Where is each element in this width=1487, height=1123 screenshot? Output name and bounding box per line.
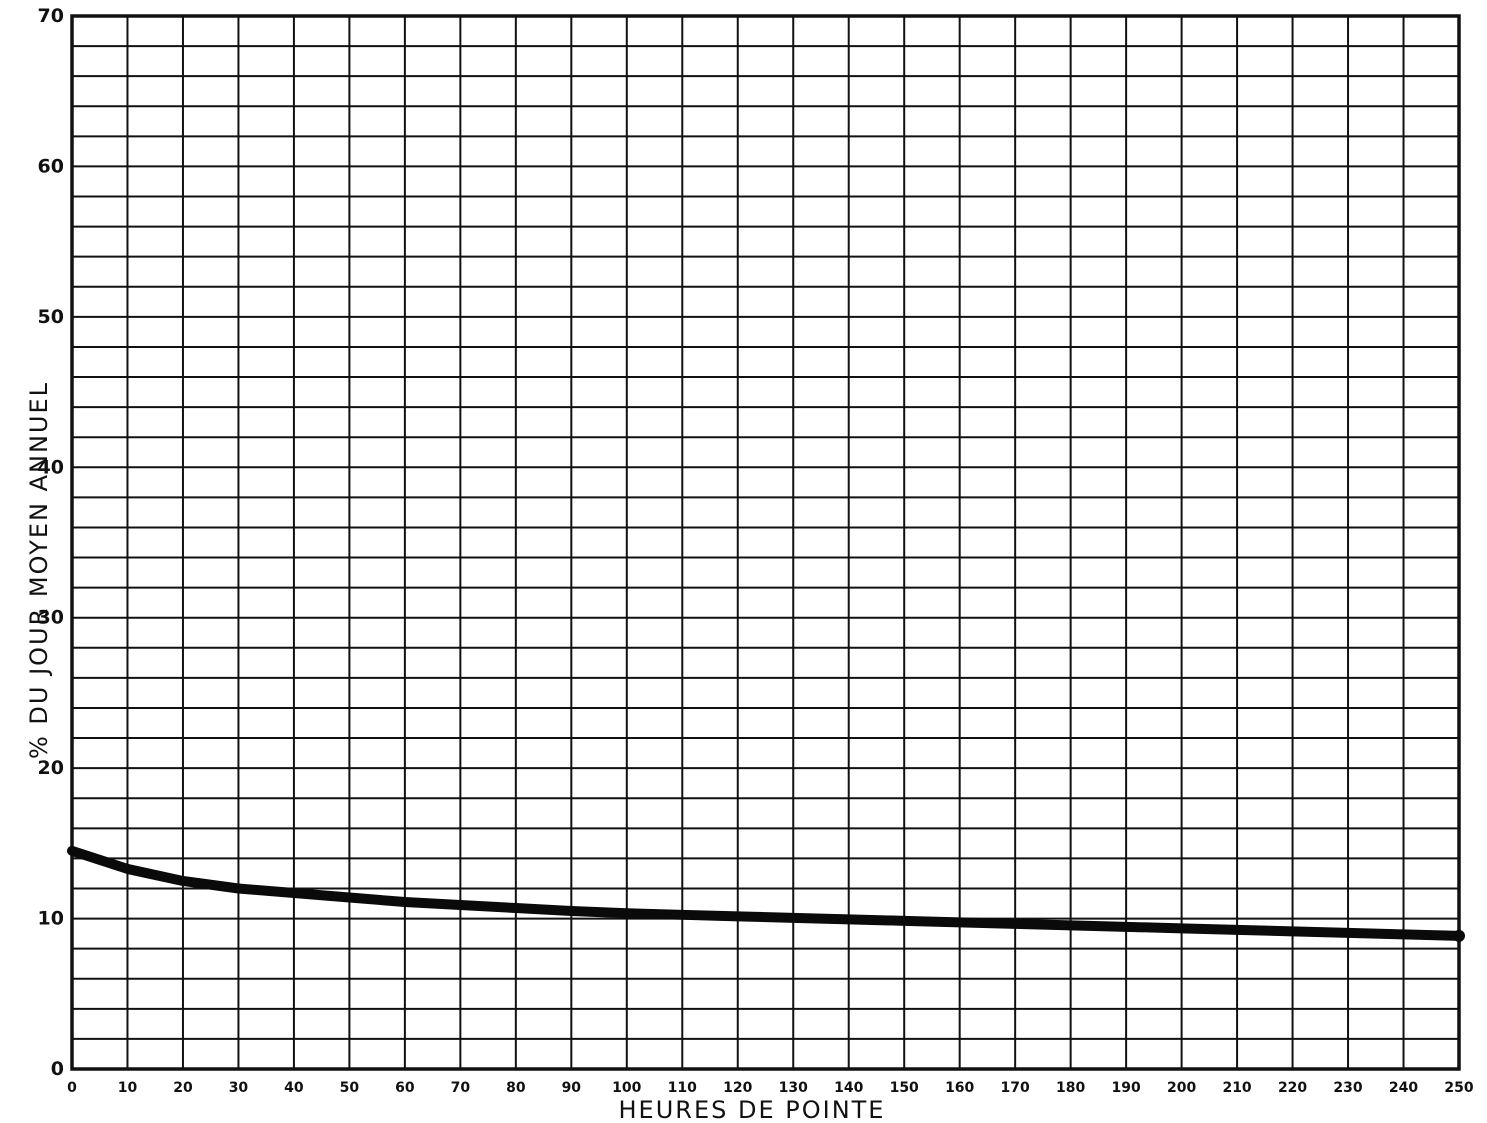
x-tick-label: 190: [1112, 1080, 1141, 1096]
y-tick-label: 20: [38, 757, 64, 779]
series: [67, 845, 1465, 942]
x-tick-label: 140: [834, 1080, 863, 1096]
x-tick-label: 10: [118, 1080, 138, 1096]
y-tick-label: 70: [38, 5, 64, 27]
x-tick-label: 150: [890, 1080, 919, 1096]
x-tick-label: 240: [1389, 1080, 1418, 1096]
x-tick-label: 40: [284, 1080, 304, 1096]
x-tick-label: 0: [67, 1080, 77, 1096]
x-tick-label: 20: [173, 1080, 193, 1096]
x-tick-label: 80: [506, 1080, 526, 1096]
x-tick-label: 50: [340, 1080, 360, 1096]
x-axis-title: HEURES DE POINTE: [619, 1096, 886, 1123]
y-tick-label: 50: [38, 306, 64, 328]
x-tick-label: 160: [945, 1080, 974, 1096]
x-tick-label: 90: [562, 1080, 582, 1096]
y-tick-label: 60: [38, 155, 64, 177]
plot-area: [70, 14, 1461, 1071]
y-tick-label: 10: [38, 908, 64, 930]
x-tick-label: 110: [668, 1080, 697, 1096]
x-tick-label: 130: [779, 1080, 808, 1096]
x-tick-label: 70: [451, 1080, 471, 1096]
x-tick-label: 100: [612, 1080, 641, 1096]
series-line: [67, 845, 1464, 941]
y-axis: 0 10 20 30 40 50 60 70: [38, 5, 64, 1080]
y-tick-label: 40: [38, 456, 64, 478]
x-tick-label: 230: [1333, 1080, 1362, 1096]
x-tick-label: 170: [1001, 1080, 1030, 1096]
grid: [72, 16, 1459, 1069]
x-tick-label: 200: [1167, 1080, 1196, 1096]
y-tick-label: 0: [51, 1058, 64, 1080]
x-tick-label: 120: [723, 1080, 752, 1096]
x-tick-label: 220: [1278, 1080, 1307, 1096]
x-axis: 0 10 20 30 40 50 60 70 80 90 100 110 120 130 140 150 160…: [67, 1080, 1474, 1096]
y-axis-title: % DU JOUR MOYEN ANNUEL: [25, 381, 53, 759]
y-tick-label: 30: [38, 607, 64, 629]
series-end-point: [1453, 929, 1465, 942]
x-tick-label: 250: [1444, 1080, 1473, 1096]
x-tick-label: 180: [1056, 1080, 1085, 1096]
x-tick-label: 60: [395, 1080, 415, 1096]
x-tick-label: 30: [229, 1080, 249, 1096]
x-tick-label: 210: [1222, 1080, 1251, 1096]
